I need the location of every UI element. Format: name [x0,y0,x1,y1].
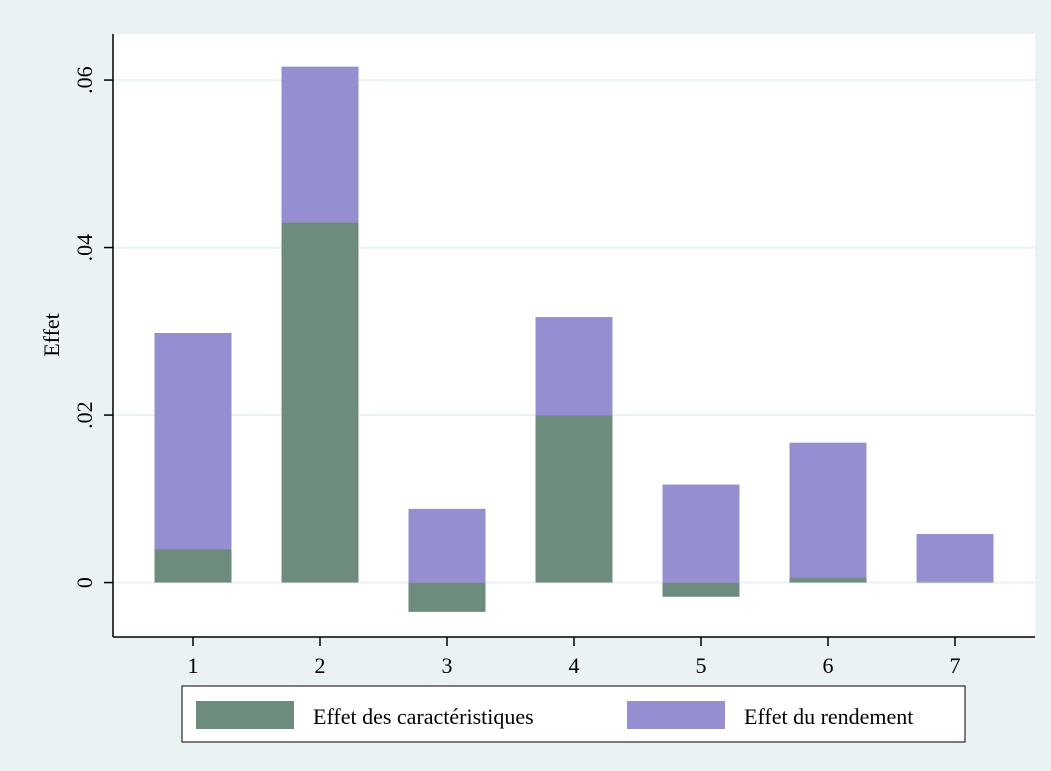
bar-yield [662,484,740,583]
x-tick-label: 1 [188,653,199,678]
bar-characteristics [408,582,486,612]
bars [154,66,994,612]
bar-yield [281,66,359,223]
x-tick-label: 7 [950,653,961,678]
bar-yield [154,332,232,550]
x-tick-label: 4 [569,653,580,678]
legend: Effet des caractéristiques Effet du rend… [181,685,966,743]
legend-swatch-characteristics [196,701,294,729]
y-tick-label: .06 [72,66,97,94]
x-tick-label: 3 [442,653,453,678]
legend-label-yield: Effet du rendement [744,704,913,729]
bar-characteristics [154,549,232,583]
bar-characteristics [281,222,359,583]
legend-label-characteristics: Effet des caractéristiques [313,704,534,729]
bar-characteristics [662,582,740,597]
x-axis-ticks: 1 2 3 4 5 6 7 [188,637,961,678]
y-tick-label: .04 [72,234,97,262]
bar-characteristics [916,581,994,583]
bar-yield [789,442,867,578]
y-tick-label: .02 [72,401,97,429]
x-tick-label: 6 [823,653,834,678]
bar-yield [408,508,486,583]
bar-yield [535,317,613,416]
bar-yield [916,533,994,582]
legend-box [181,685,966,743]
x-tick-label: 2 [315,653,326,678]
x-tick-label: 5 [696,653,707,678]
y-axis-ticks: 0 .02 .04 .06 [72,66,113,588]
bar-characteristics [535,415,613,583]
y-axis-title: Effet [39,313,64,357]
y-tick-label: 0 [72,577,97,588]
bar-characteristics [789,577,867,583]
legend-swatch-yield [627,701,725,729]
